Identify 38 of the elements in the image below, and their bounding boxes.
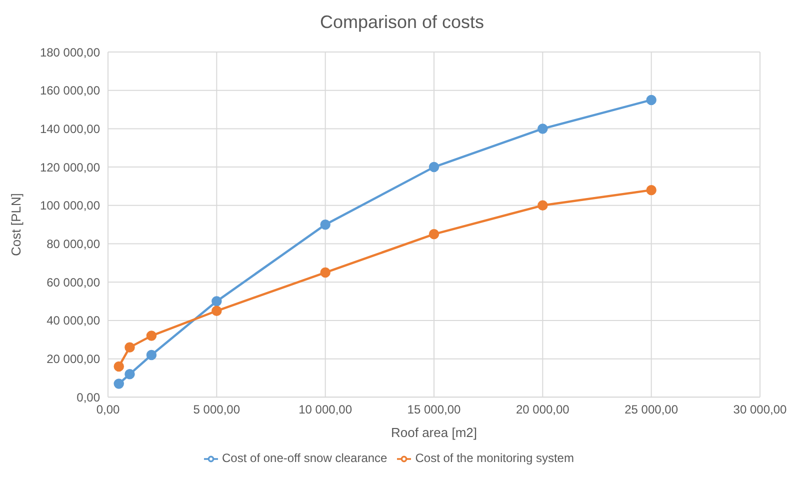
y-tick-label: 100 000,00: [40, 198, 100, 213]
y-tick-label: 20 000,00: [46, 352, 100, 366]
point: [428, 229, 440, 240]
point: [114, 361, 124, 372]
x-tick-label: 20 000,00: [516, 402, 570, 417]
chart-title: Comparison of costs: [318, 11, 486, 34]
y-tick-label: 60 000,00: [46, 275, 100, 290]
point: [124, 342, 135, 352]
y-tick-label: 180 000,00: [40, 45, 100, 60]
x-tick-label: 25 000,00: [624, 402, 678, 417]
y-tick-label: 80 000,00: [46, 237, 100, 252]
point: [124, 369, 135, 380]
point: [320, 219, 330, 230]
point: [320, 267, 330, 278]
x-axis-title: Roof area [m2]: [391, 425, 477, 440]
y-tick-label: 120 000,00: [40, 160, 100, 174]
point: [212, 306, 222, 316]
x-tick-label: 5 000,00: [193, 402, 240, 417]
y-tick-label: 0,00: [76, 390, 100, 404]
legend-label: Cost of the monitoring system: [415, 451, 574, 466]
y-tick-label: 40 000,00: [46, 314, 100, 328]
x-tick-label: 10 000,00: [298, 402, 352, 417]
legend-label: Cost of one-off snow clearance: [222, 451, 388, 466]
point: [114, 378, 124, 389]
point: [538, 200, 548, 211]
point: [428, 162, 440, 172]
y-tick-label: 140 000,00: [40, 122, 100, 136]
y-tick-label: 160 000,00: [40, 84, 100, 98]
point: [212, 296, 222, 306]
x-tick-label: 15 000,00: [407, 402, 462, 417]
point: [146, 350, 157, 360]
point: [146, 330, 157, 341]
point: [538, 124, 548, 134]
y-axis-title: Cost [PLN]: [8, 193, 24, 256]
x-tick-label: 30 000,00: [733, 402, 788, 417]
x-tick-label: 0,00: [96, 402, 120, 417]
point: [646, 94, 656, 106]
point: [646, 184, 656, 196]
